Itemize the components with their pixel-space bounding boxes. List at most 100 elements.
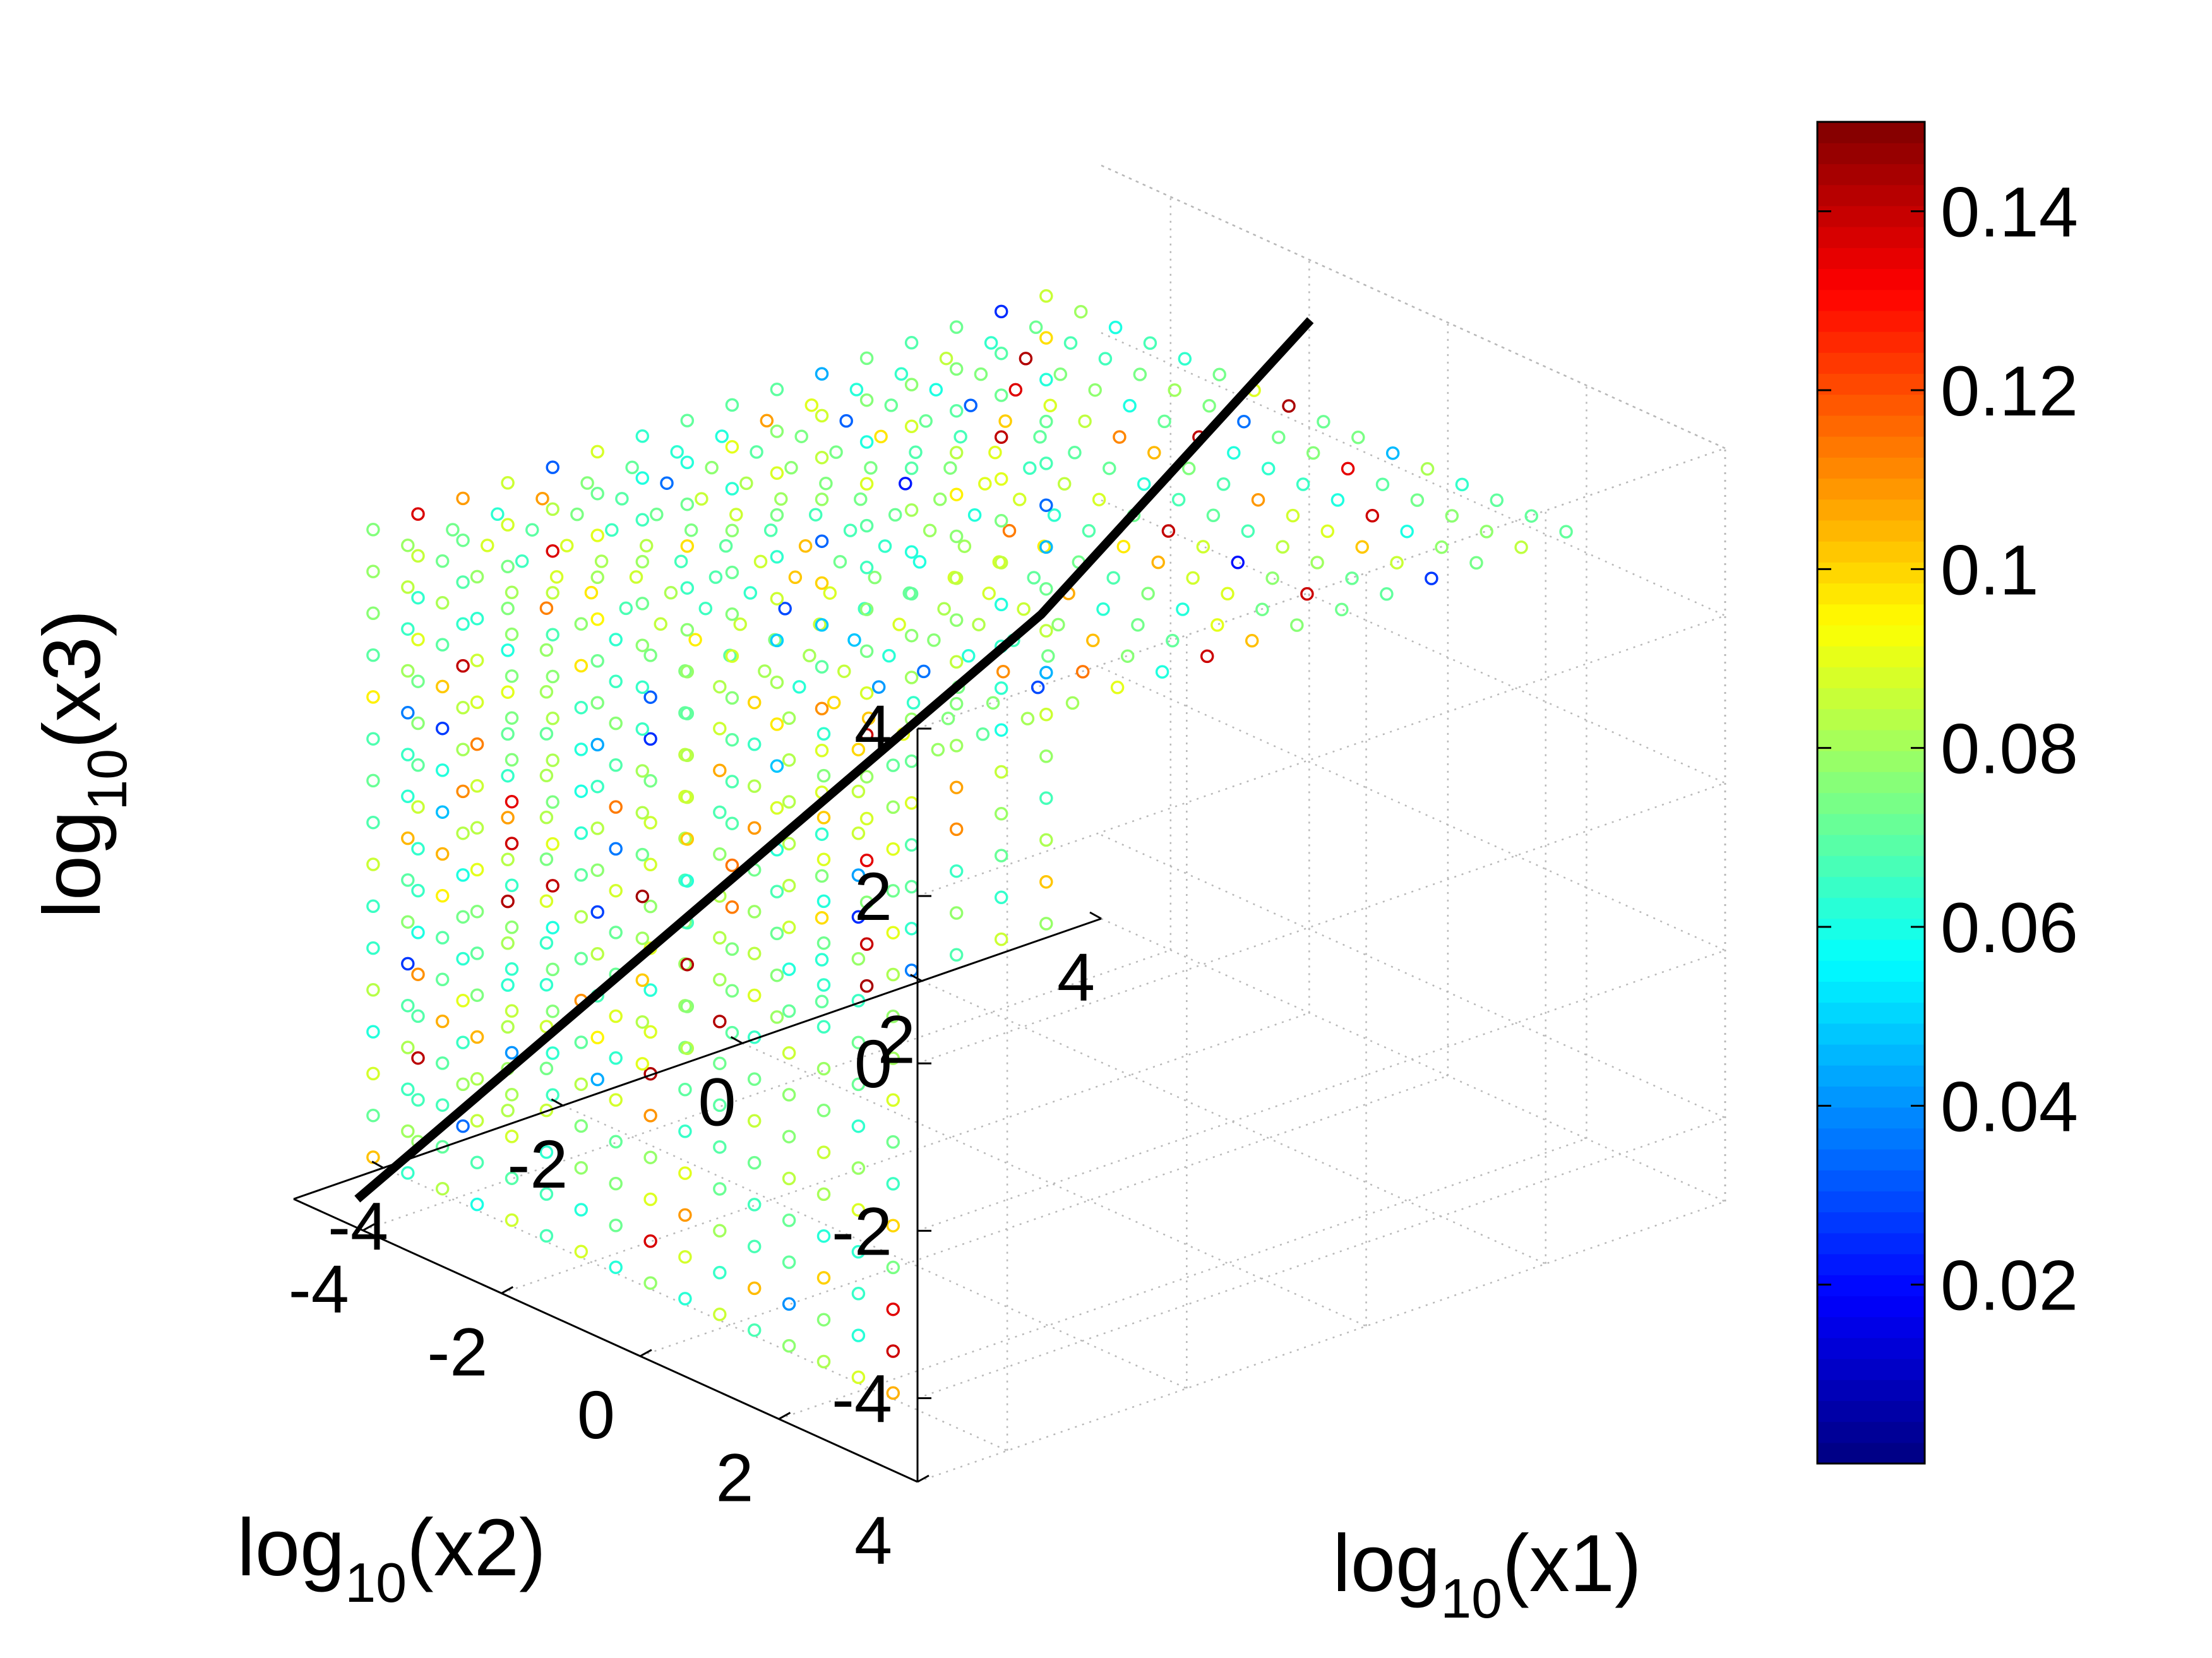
data-point	[1133, 367, 1147, 381]
data-point	[939, 351, 954, 366]
data-point	[435, 554, 450, 568]
data-point	[1212, 367, 1226, 381]
colorbar-segment	[1817, 227, 1925, 248]
data-point	[594, 554, 609, 568]
data-point	[815, 743, 829, 758]
data-point	[1375, 477, 1390, 491]
data-point	[888, 508, 902, 522]
data-point	[435, 972, 450, 987]
data-point	[546, 628, 559, 641]
data-point	[904, 503, 919, 517]
data-point	[1116, 539, 1131, 554]
x-tick-label: 2	[878, 1001, 916, 1078]
data-point	[1027, 571, 1041, 585]
data-point	[886, 967, 900, 982]
data-point	[590, 737, 604, 752]
colorbar-segment	[1817, 1358, 1925, 1380]
data-point	[546, 586, 559, 600]
grid-line	[917, 1200, 1726, 1483]
colorbar-segment	[1817, 604, 1925, 626]
data-point	[1039, 414, 1053, 429]
data-point	[782, 1255, 796, 1269]
data-point	[815, 910, 829, 925]
data-point	[1335, 602, 1349, 617]
data-point	[1282, 399, 1296, 413]
data-point	[861, 711, 876, 725]
data-point	[643, 732, 657, 746]
data-point	[470, 1072, 484, 1086]
data-point	[574, 1203, 589, 1217]
data-point	[401, 622, 415, 636]
data-point	[747, 1239, 762, 1253]
data-point	[886, 1302, 900, 1316]
data-point	[912, 555, 927, 569]
data-point	[435, 721, 450, 736]
data-point	[680, 539, 695, 553]
data-point	[1341, 462, 1355, 476]
line-layer	[354, 317, 1314, 1203]
data-point	[1120, 649, 1135, 663]
data-point	[1265, 571, 1279, 585]
data-point	[851, 1244, 866, 1259]
data-point	[539, 1061, 554, 1076]
data-point	[366, 1025, 380, 1039]
colorbar-segment	[1817, 164, 1925, 186]
data-point	[1276, 540, 1289, 554]
data-point	[1155, 665, 1169, 679]
data-point	[539, 685, 554, 699]
data-point	[1063, 336, 1078, 350]
data-point	[859, 518, 874, 533]
data-point	[782, 1046, 796, 1060]
data-point	[401, 915, 415, 929]
data-point	[972, 617, 986, 631]
data-point	[643, 983, 657, 997]
data-point	[435, 1098, 450, 1112]
data-point	[713, 1056, 727, 1070]
data-point	[1166, 633, 1180, 648]
data-point	[643, 1025, 657, 1039]
axis-label-base: log	[237, 1503, 345, 1593]
data-point	[823, 586, 837, 600]
data-point	[456, 575, 470, 589]
data-point	[1051, 617, 1065, 632]
data-point	[470, 862, 484, 877]
data-point	[546, 879, 559, 893]
data-point	[539, 768, 554, 783]
data-point	[986, 696, 1000, 710]
data-point	[625, 460, 639, 475]
data-point	[366, 606, 380, 621]
data-point	[609, 758, 623, 772]
data-point	[660, 476, 674, 490]
data-point	[815, 492, 829, 506]
data-point	[859, 351, 874, 366]
data-point	[998, 414, 1012, 428]
data-point	[770, 717, 784, 731]
data-point	[470, 737, 484, 751]
data-point	[1137, 477, 1151, 491]
data-point	[859, 979, 874, 993]
data-point	[435, 1140, 450, 1154]
data-point	[743, 586, 758, 600]
data-point	[590, 696, 604, 710]
data-point	[1092, 492, 1106, 506]
data-point	[770, 424, 784, 438]
data-point	[904, 880, 919, 894]
data-point	[680, 623, 695, 637]
data-point	[988, 445, 1002, 460]
data-point	[770, 801, 784, 815]
data-point	[366, 815, 380, 830]
z-tick-label: 2	[854, 858, 892, 934]
data-point	[609, 883, 623, 898]
data-point	[695, 492, 708, 506]
data-point	[629, 570, 643, 584]
data-point	[1143, 336, 1157, 350]
data-point	[539, 1187, 554, 1201]
z-tick-label: 4	[854, 691, 892, 767]
data-point	[815, 576, 829, 590]
data-point	[539, 810, 554, 825]
grid-line	[742, 1042, 1367, 1327]
y-tick-mark	[640, 1349, 652, 1357]
data-point	[635, 429, 650, 443]
data-point	[1039, 749, 1053, 763]
grid-line	[383, 1167, 1008, 1452]
